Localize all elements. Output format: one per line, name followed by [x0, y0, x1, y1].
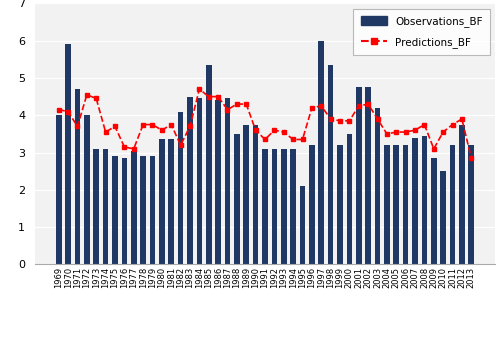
Predictions_BF — [140, 123, 146, 127]
Bar — [309, 145, 314, 264]
Predictions_BF — [450, 123, 456, 127]
Predictions_BF — [243, 102, 249, 106]
Bar — [216, 100, 221, 264]
Predictions_BF — [422, 123, 428, 127]
Predictions_BF — [262, 138, 268, 142]
Bar — [374, 108, 380, 264]
Predictions_BF — [84, 93, 90, 97]
Bar — [468, 145, 474, 264]
Predictions_BF — [102, 130, 108, 134]
Bar — [178, 112, 184, 264]
Bar — [422, 136, 427, 264]
Predictions_BF — [356, 104, 362, 108]
Predictions_BF — [130, 147, 136, 151]
Predictions_BF — [440, 130, 446, 134]
Bar — [112, 156, 118, 264]
Bar — [253, 125, 258, 264]
Bar — [122, 158, 127, 264]
Predictions_BF — [122, 145, 128, 149]
Bar — [150, 156, 156, 264]
Predictions_BF — [272, 128, 278, 132]
Bar — [318, 41, 324, 264]
Bar — [450, 145, 456, 264]
Bar — [412, 138, 418, 264]
Bar — [356, 87, 362, 264]
Predictions_BF — [206, 95, 212, 99]
Predictions_BF — [74, 124, 80, 128]
Predictions_BF — [374, 117, 380, 121]
Predictions_BF — [215, 95, 221, 99]
Bar — [131, 151, 136, 264]
Bar — [272, 149, 277, 264]
Bar — [262, 149, 268, 264]
Bar — [56, 115, 62, 264]
Predictions_BF — [159, 128, 165, 132]
Bar — [84, 115, 89, 264]
Bar — [74, 89, 80, 264]
Bar — [394, 145, 399, 264]
Bar — [206, 65, 212, 264]
Bar — [281, 149, 286, 264]
Predictions_BF — [346, 119, 352, 123]
Bar — [328, 65, 334, 264]
Bar — [366, 87, 371, 264]
Bar — [103, 149, 108, 264]
Predictions_BF — [65, 109, 71, 114]
Bar — [300, 186, 306, 264]
Predictions_BF — [112, 124, 118, 128]
Predictions_BF — [234, 102, 240, 106]
Predictions_BF — [384, 132, 390, 136]
Predictions_BF — [412, 128, 418, 132]
Predictions_BF — [459, 117, 465, 121]
Predictions_BF — [150, 123, 156, 127]
Bar — [196, 98, 202, 264]
Bar — [234, 134, 239, 264]
Bar — [384, 145, 390, 264]
Bar — [244, 125, 249, 264]
Predictions_BF — [281, 130, 287, 134]
Predictions_BF — [468, 156, 474, 160]
Bar — [403, 145, 408, 264]
Predictions_BF — [196, 87, 202, 91]
Predictions_BF — [178, 143, 184, 147]
Predictions_BF — [365, 102, 371, 106]
Line: Predictions_BF: Predictions_BF — [56, 87, 474, 161]
Bar — [140, 156, 146, 264]
Predictions_BF — [309, 106, 315, 110]
Legend: Observations_BF, Predictions_BF: Observations_BF, Predictions_BF — [354, 8, 490, 55]
Bar — [431, 158, 436, 264]
Bar — [66, 44, 71, 264]
Predictions_BF — [290, 138, 296, 142]
Predictions_BF — [168, 123, 174, 127]
Bar — [440, 171, 446, 264]
Bar — [337, 145, 343, 264]
Predictions_BF — [252, 128, 258, 132]
Predictions_BF — [56, 108, 62, 112]
Predictions_BF — [318, 104, 324, 108]
Predictions_BF — [402, 130, 408, 134]
Bar — [159, 140, 164, 264]
Bar — [94, 149, 99, 264]
Bar — [459, 125, 464, 264]
Bar — [187, 97, 193, 264]
Bar — [168, 140, 174, 264]
Predictions_BF — [337, 119, 343, 123]
Predictions_BF — [328, 117, 334, 121]
Bar — [290, 149, 296, 264]
Bar — [346, 134, 352, 264]
Predictions_BF — [224, 108, 230, 112]
Predictions_BF — [93, 96, 99, 100]
Predictions_BF — [187, 124, 193, 128]
Predictions_BF — [300, 138, 306, 142]
Bar — [224, 98, 230, 264]
Predictions_BF — [394, 130, 400, 134]
Predictions_BF — [431, 147, 437, 151]
